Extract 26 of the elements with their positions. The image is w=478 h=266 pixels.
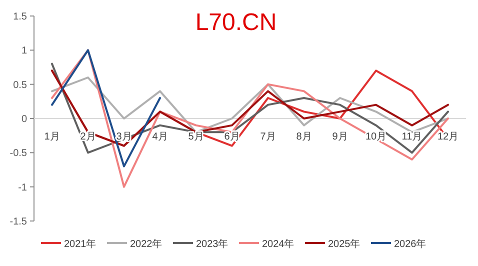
x-tick-label: 6月 — [224, 132, 240, 142]
legend-label: 2024年 — [262, 238, 294, 250]
line-series — [51, 49, 449, 188]
y-tick-label: -1.5 — [10, 216, 28, 228]
legend-label: 2022年 — [130, 238, 162, 250]
y-tick-label: 1 — [21, 46, 28, 57]
x-tick-label: 1月 — [44, 132, 60, 142]
legend-label: 2023年 — [196, 238, 228, 250]
x-tick-label: 8月 — [296, 132, 312, 142]
x-tick-label: 5月 — [188, 132, 204, 142]
y-tick-label: -1 — [18, 182, 28, 194]
x-tick-label: 4月 — [152, 132, 168, 142]
line-series — [51, 76, 449, 134]
line-series — [51, 70, 449, 147]
y-tick-label: -0.5 — [10, 148, 28, 160]
chart-title: L70.CN — [195, 9, 277, 36]
y-tick-label: 1.5 — [13, 12, 28, 22]
legend-label: 2025年 — [328, 238, 360, 250]
line-series — [51, 62, 449, 154]
y-tick-label: 0 — [21, 114, 28, 125]
legend-label: 2021年 — [64, 238, 96, 250]
y-tick-label: 0.5 — [13, 80, 28, 91]
legend-label: 2026年 — [394, 238, 426, 250]
x-tick-label: 9月 — [332, 132, 348, 142]
x-tick-label: 7月 — [260, 132, 276, 142]
x-tick-label: 11月 — [402, 132, 422, 142]
